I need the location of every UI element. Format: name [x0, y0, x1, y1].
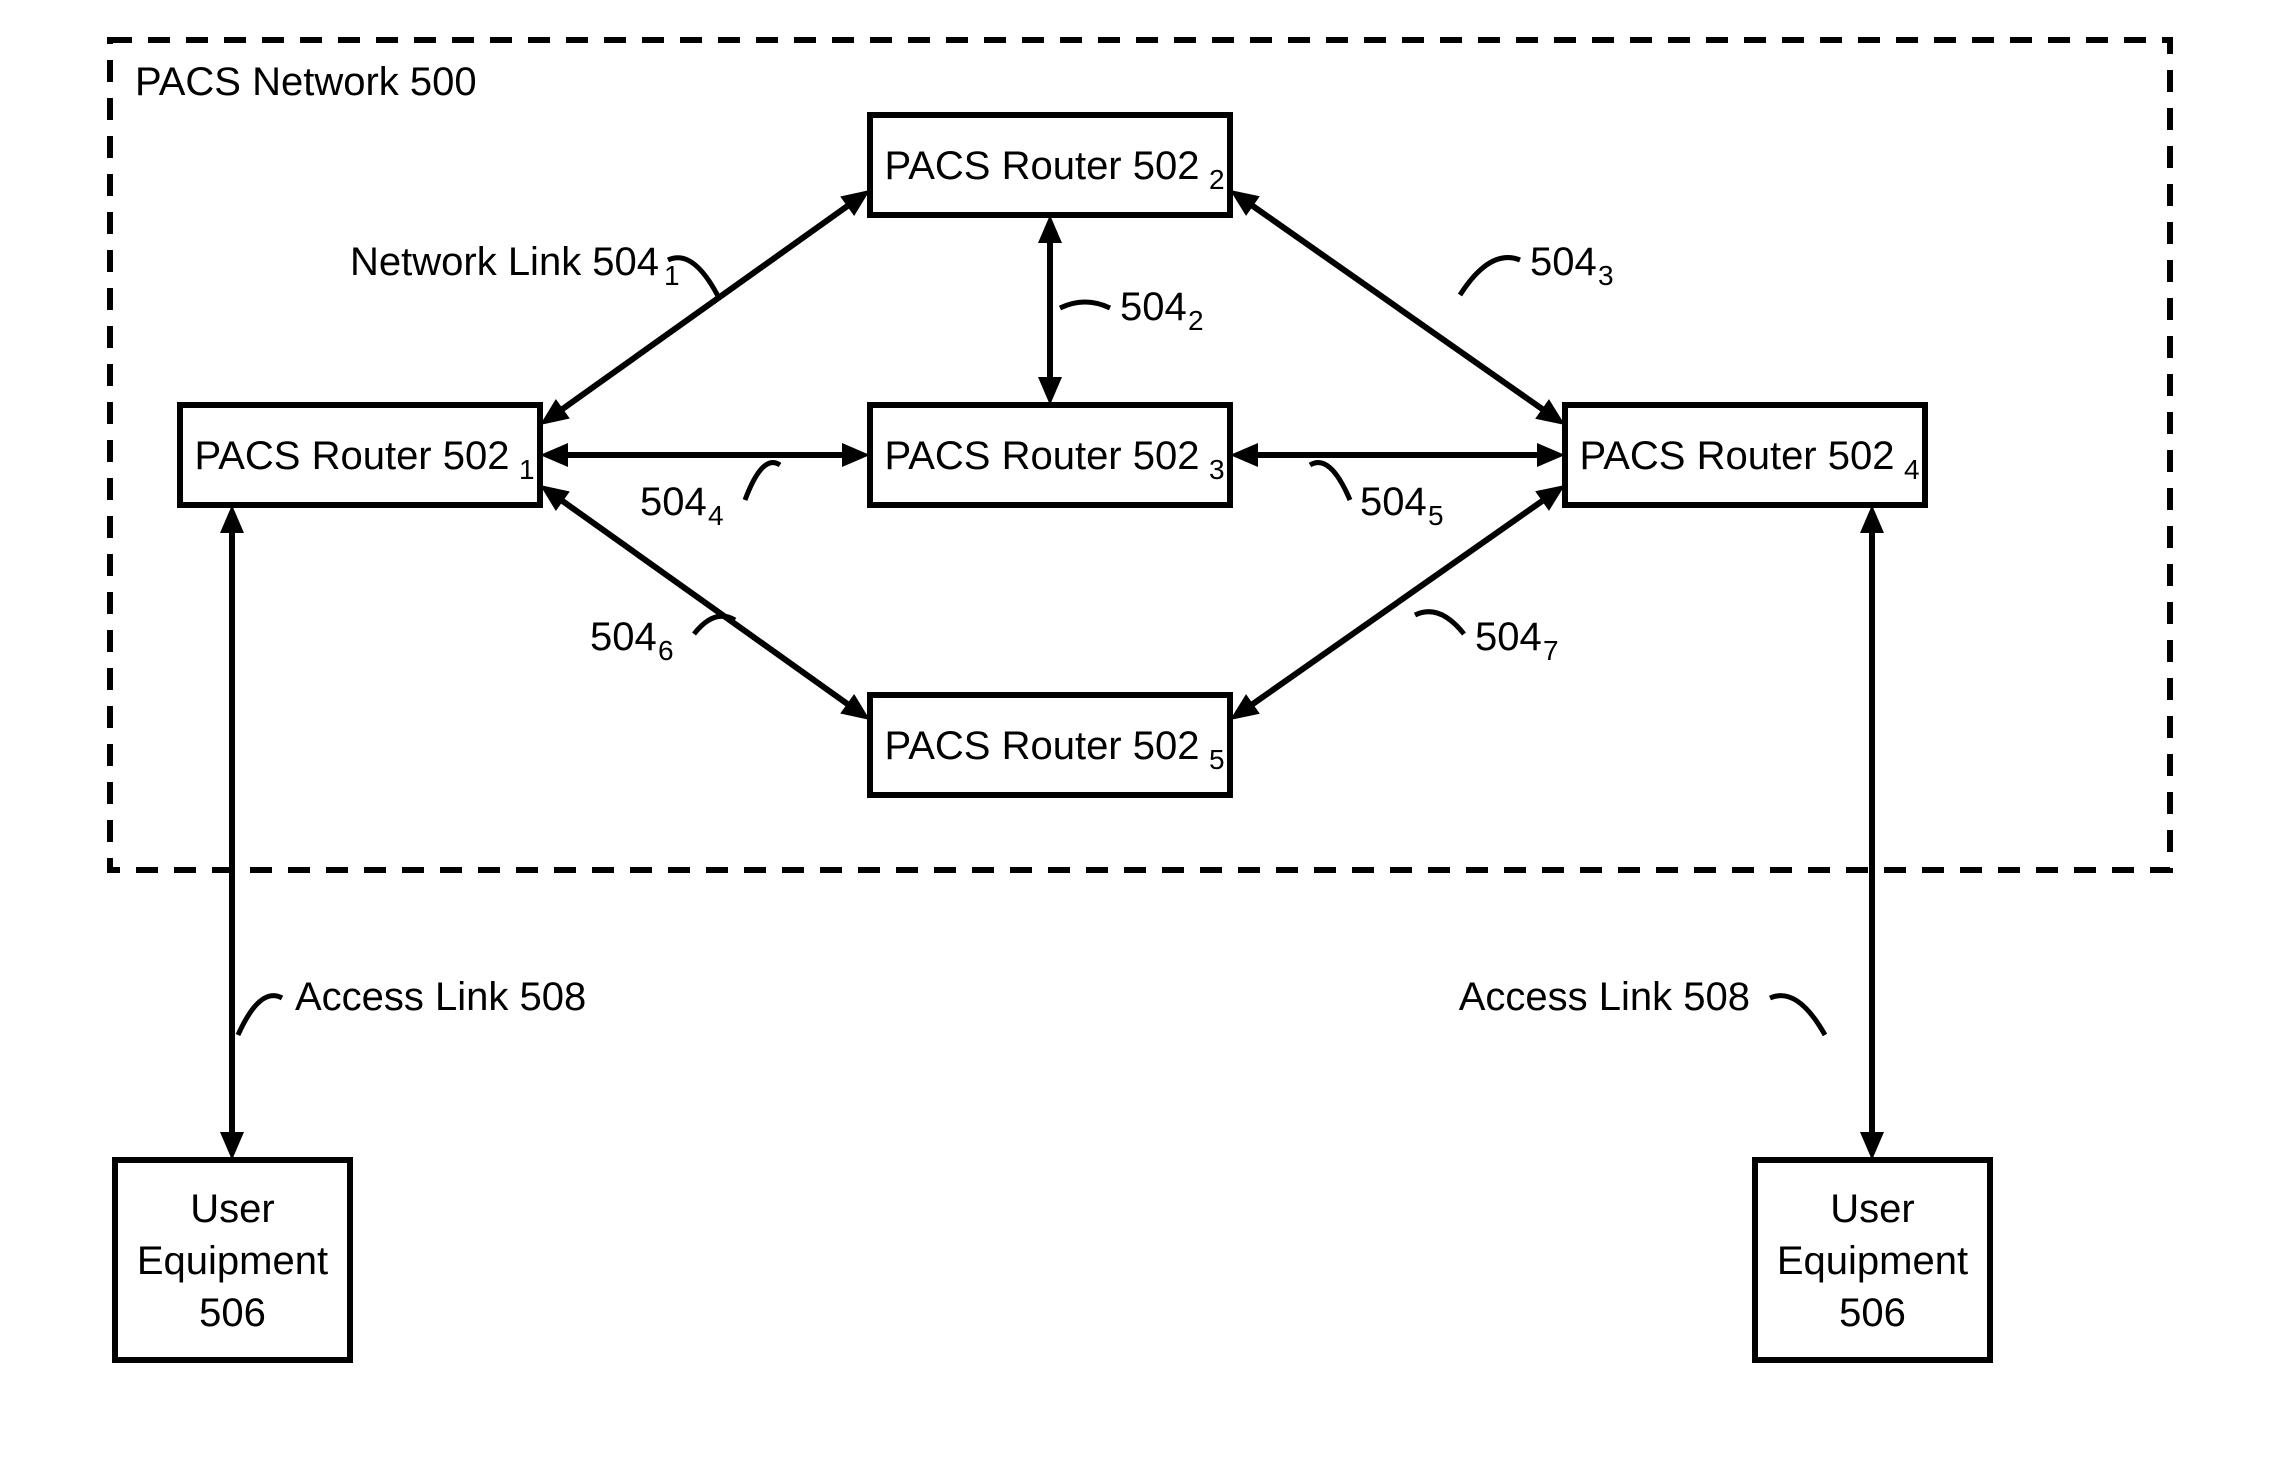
node-r5-label: PACS Router 502 — [885, 724, 1200, 768]
node-ue1-line0: User — [190, 1187, 274, 1231]
label-ll1: Network Link 504 — [350, 240, 659, 284]
node-r2-sub: 2 — [1209, 164, 1225, 195]
label-ll6-sub: 6 — [658, 635, 674, 666]
node-r1-label: PACS Router 502 — [195, 434, 510, 478]
label-la2: Access Link 508 — [1459, 975, 1750, 1019]
label-la1: Access Link 508 — [295, 975, 586, 1019]
label-ll5-sub: 5 — [1428, 500, 1444, 531]
node-ue2-line1: Equipment — [1777, 1239, 1968, 1283]
node-ue1-line1: Equipment — [137, 1239, 328, 1283]
label-ll7-sub: 7 — [1543, 635, 1559, 666]
node-r2-label: PACS Router 502 — [885, 144, 1200, 188]
label-ll2-sub: 2 — [1188, 305, 1204, 336]
label-ll2: 504 — [1120, 285, 1187, 329]
node-r5-sub: 5 — [1209, 744, 1225, 775]
label-ll6: 504 — [590, 615, 657, 659]
label-ll3: 504 — [1530, 240, 1597, 284]
label-ll5: 504 — [1360, 480, 1427, 524]
label-ll7: 504 — [1475, 615, 1542, 659]
label-ll3-sub: 3 — [1598, 260, 1614, 291]
node-r1-sub: 1 — [519, 454, 535, 485]
node-ue1-line2: 506 — [199, 1291, 266, 1335]
node-r3-sub: 3 — [1209, 454, 1225, 485]
node-r4-label: PACS Router 502 — [1580, 434, 1895, 478]
node-ue2-line0: User — [1830, 1187, 1914, 1231]
network-title: PACS Network 500 — [135, 60, 477, 104]
node-r3-label: PACS Router 502 — [885, 434, 1200, 478]
node-r4-sub: 4 — [1904, 454, 1920, 485]
label-ll4: 504 — [640, 480, 707, 524]
label-ll1-sub: 1 — [664, 260, 680, 291]
label-ll4-sub: 4 — [708, 500, 724, 531]
node-ue2-line2: 506 — [1839, 1291, 1906, 1335]
